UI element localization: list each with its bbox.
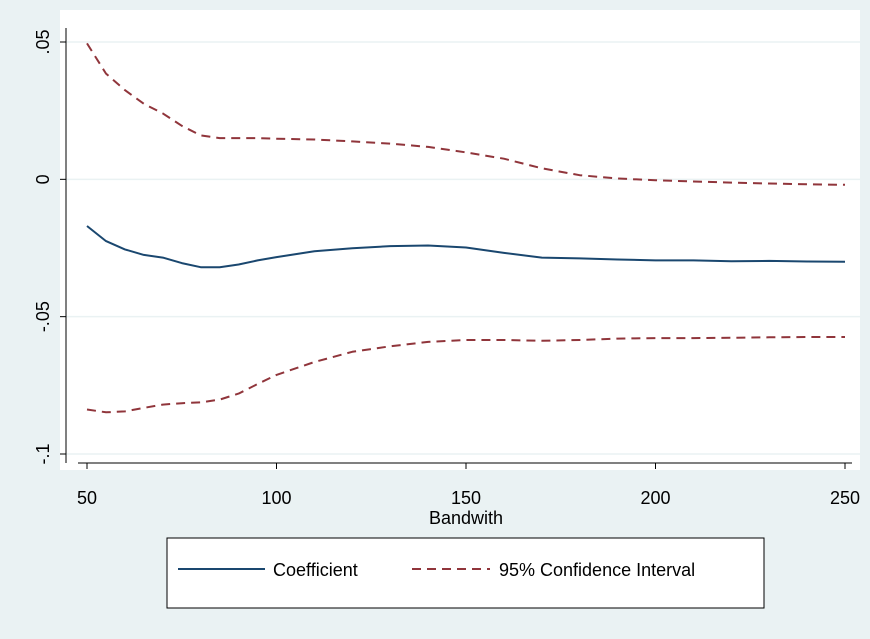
y-tick-label: .05 [33, 29, 53, 54]
y-tick-label: -.1 [33, 443, 53, 464]
legend: Coefficient 95% Confidence Interval [166, 537, 765, 609]
axes: -.1 -.05 0 .05 50 100 150 200 250 [33, 28, 860, 508]
x-tick-label: 200 [640, 488, 670, 508]
legend-label: Coefficient [273, 560, 358, 580]
legend-label: 95% Confidence Interval [499, 560, 695, 580]
x-tick-label: 250 [830, 488, 860, 508]
legend-box [166, 537, 765, 609]
coefficient-line [86, 225, 846, 269]
ci-upper-line [86, 42, 846, 186]
ci-lower-line [86, 336, 845, 414]
x-tick-label: 150 [451, 488, 481, 508]
gridlines [66, 41, 860, 455]
series-lines [86, 42, 846, 414]
y-tick-label: 0 [33, 174, 53, 184]
x-tick-label: 50 [77, 488, 97, 508]
x-tick-label: 100 [261, 488, 291, 508]
y-tick-label: -.05 [33, 301, 53, 332]
plot-region [60, 10, 860, 470]
x-axis-label: Bandwith [429, 508, 503, 528]
